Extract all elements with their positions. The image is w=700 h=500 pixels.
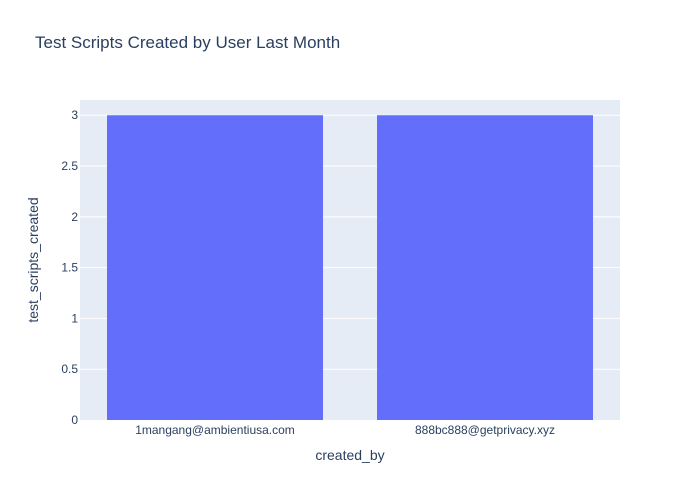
y-tick-label: 2.5: [61, 159, 78, 173]
bars: [107, 115, 593, 420]
x-tick-label: 888bc888@getprivacy.xyz: [415, 423, 555, 437]
y-tick-label: 3: [71, 108, 78, 122]
y-tick-label: 0: [71, 413, 78, 427]
y-tick-label: 0.5: [61, 362, 78, 376]
y-tick-label: 1: [71, 311, 78, 325]
y-axis-ticks: 0 0.5 1 1.5 2 2.5 3: [61, 108, 78, 427]
x-axis-ticks: 1mangang@ambientiusa.com 888bc888@getpriv…: [135, 423, 555, 437]
y-tick-label: 1.5: [61, 261, 78, 275]
bar[interactable]: [377, 115, 593, 420]
chart-title: Test Scripts Created by User Last Month: [35, 33, 341, 52]
y-axis-label: test_scripts_created: [25, 197, 41, 322]
x-axis-label: created_by: [315, 447, 384, 463]
bar[interactable]: [107, 115, 323, 420]
x-tick-label: 1mangang@ambientiusa.com: [135, 423, 295, 437]
y-tick-label: 2: [71, 210, 78, 224]
